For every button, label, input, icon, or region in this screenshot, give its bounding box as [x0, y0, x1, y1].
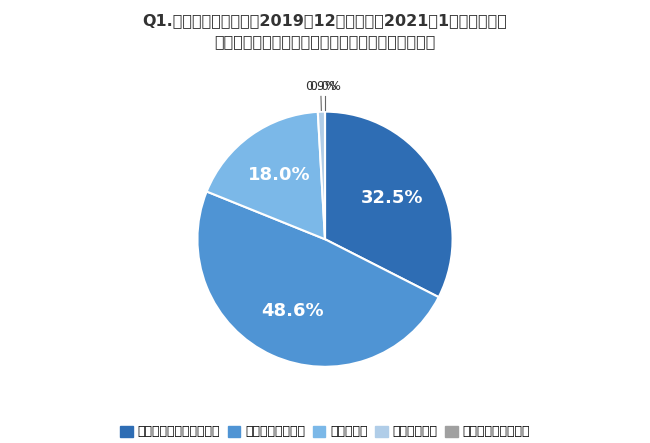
Wedge shape: [198, 191, 439, 367]
Text: 32.5%: 32.5%: [361, 189, 424, 207]
Wedge shape: [325, 112, 452, 297]
Legend: とても厳しくなっている, 厳しくなっている, 変わらない, 上向いている, とても上向いている: とても厳しくなっている, 厳しくなっている, 変わらない, 上向いている, とて…: [115, 420, 535, 443]
Text: 18.0%: 18.0%: [248, 166, 310, 184]
Wedge shape: [207, 112, 325, 239]
Text: 0.9%: 0.9%: [305, 80, 337, 93]
Text: 48.6%: 48.6%: [261, 302, 324, 320]
Wedge shape: [318, 112, 325, 239]
Text: Q1.新型コロナ流行前の2019年12月と現在（2021年1月）を比べ、
実体経済はどのようになっていると感じていますか: Q1.新型コロナ流行前の2019年12月と現在（2021年1月）を比べ、 実体経…: [142, 13, 508, 49]
Text: 0.0%: 0.0%: [309, 80, 341, 93]
